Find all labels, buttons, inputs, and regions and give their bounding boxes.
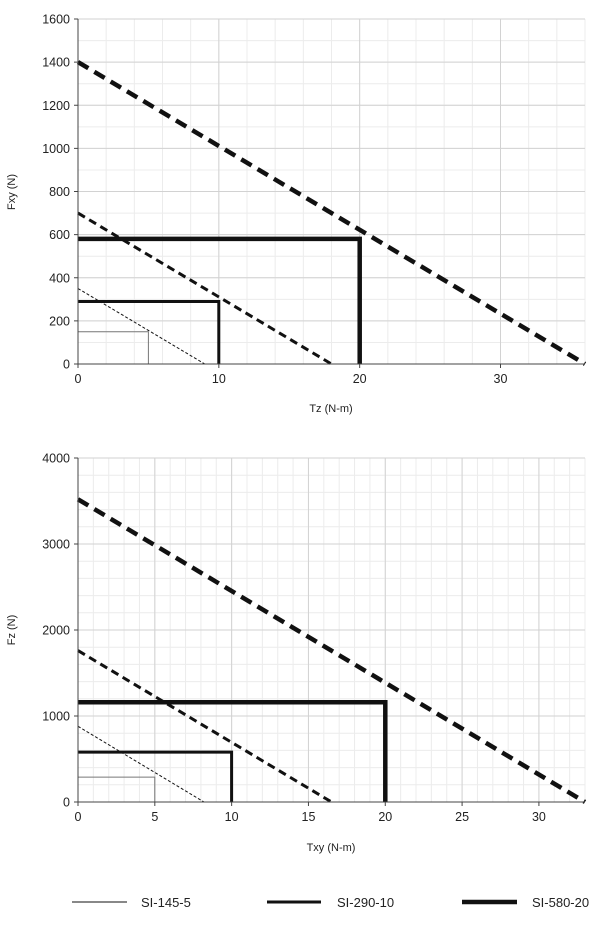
- chart-fxy-vs-tz: 0 10 20 30 0 200 400 600 800 1000 1200 1400 1600 Tz …: [6, 13, 587, 415]
- chart-fxy-series-si-580-20-dashed: [76, 60, 587, 366]
- chart-fxy-x-tick-label: 0: [75, 372, 82, 386]
- chart-fxy-y-tick-label: 1200: [42, 99, 70, 113]
- chart-fz-x-tick-label: 5: [151, 810, 158, 824]
- chart-fxy-series-si-145-5-solid: [78, 331, 149, 364]
- chart-fxy-y-tick-label: 400: [49, 271, 70, 285]
- chart-fz-x-tick-label: 10: [225, 810, 239, 824]
- chart-fxy-y-tick-label: 1000: [42, 142, 70, 156]
- chart-fz-y-tick-label: 2000: [42, 624, 70, 638]
- chart-fxy-y-tick-label: 1600: [42, 13, 70, 27]
- chart-fz-x-tick-label: 25: [455, 810, 469, 824]
- chart-fxy-grid: [77, 18, 586, 365]
- chart-fxy-axes: [74, 18, 585, 368]
- chart-fz-x-tick-label: 0: [75, 810, 82, 824]
- chart-fz-y-tick-label: 4000: [42, 452, 70, 466]
- chart-fxy-y-axis-title: Fxy (N): [6, 174, 18, 210]
- chart-fz-y-tick-label: 3000: [42, 538, 70, 552]
- chart-fxy-series-si-290-10-solid: [78, 300, 221, 364]
- chart-fxy-y-tick-label: 1400: [42, 56, 70, 70]
- chart-fz-series-si-145-5-solid: [78, 776, 156, 802]
- chart-fz-series: [76, 497, 587, 804]
- chart-fxy-tick-labels: 0 10 20 30 0 200 400 600 800 1000 1200 1400 1600: [42, 13, 507, 387]
- chart-fz-x-axis-title: Txy (N-m): [307, 842, 356, 854]
- legend-label-si-290-10: SI-290-10: [337, 895, 394, 910]
- chart-fz-axes: [74, 457, 585, 806]
- chart-fz-series-si-580-20-dashed: [76, 497, 587, 804]
- chart-fz-series-si-580-20-solid: [78, 699, 388, 802]
- chart-fxy-x-tick-label: 10: [212, 372, 226, 386]
- chart-fz-y-axis-title: Fz (N): [6, 615, 18, 646]
- chart-fxy-y-tick-label: 0: [63, 358, 70, 372]
- chart-fxy-y-tick-label: 800: [49, 185, 70, 199]
- chart-fz-y-tick-label: 1000: [42, 710, 70, 724]
- chart-fz-y-tick-label: 0: [63, 796, 70, 810]
- chart-fxy-x-axis-title: Tz (N-m): [309, 403, 352, 415]
- chart-fxy-series: [76, 60, 587, 366]
- chart-fz-x-tick-label: 30: [532, 810, 546, 824]
- chart-fxy-y-tick-label: 600: [49, 228, 70, 242]
- chart-fz-series-si-290-10-solid: [78, 750, 234, 802]
- chart-fz-series-si-290-10-dashed: [77, 649, 333, 804]
- legend-item-si-580-20: SI-580-20: [462, 895, 589, 910]
- legend-label-si-145-5: SI-145-5: [141, 895, 191, 910]
- chart-fxy-series-si-145-5-dashed: [77, 288, 206, 365]
- chart-fxy-x-tick-label: 20: [353, 372, 367, 386]
- legend-item-si-290-10: SI-290-10: [267, 895, 394, 910]
- chart-fxy-y-tick-label: 200: [49, 314, 70, 328]
- chart-fxy-x-tick-label: 30: [494, 372, 508, 386]
- legend: SI-145-5 SI-290-10 SI-580-20: [72, 895, 589, 910]
- chart-fz-tick-labels: 0 5 10 15 20 25 30 0 1000 2000 3000 4000: [42, 452, 546, 825]
- legend-label-si-580-20: SI-580-20: [532, 895, 589, 910]
- chart-fz-x-tick-label: 20: [378, 810, 392, 824]
- chart-fz-x-tick-label: 15: [302, 810, 316, 824]
- chart-fxy-series-si-580-20-solid: [78, 236, 362, 364]
- chart-fxy-series-si-290-10-dashed: [77, 211, 333, 366]
- chart-fz-grid: [77, 457, 586, 803]
- legend-item-si-145-5: SI-145-5: [72, 895, 191, 910]
- chart-fz-series-si-145-5-dashed: [77, 725, 205, 803]
